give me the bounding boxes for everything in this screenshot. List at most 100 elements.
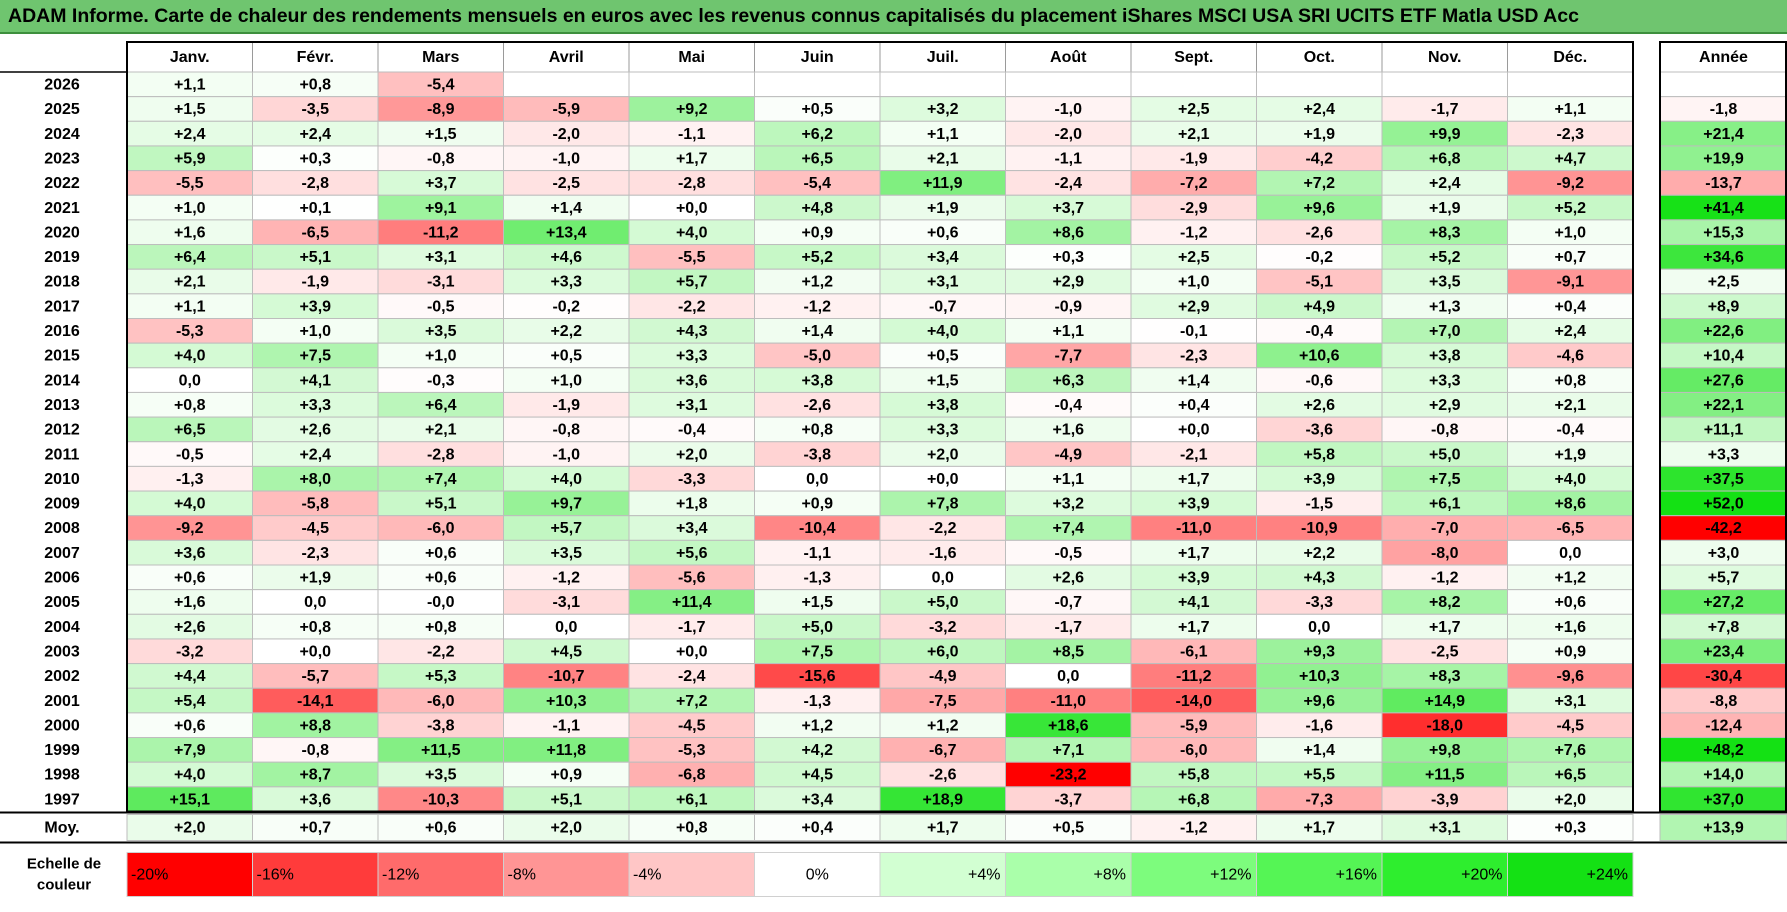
cell-value: +7,6 (1554, 742, 1586, 759)
heatmap-cell (252, 96, 379, 122)
cell-value: -0,8 (301, 742, 329, 759)
average-value: +0,8 (676, 820, 708, 837)
cell-value: -1,2 (1431, 570, 1459, 587)
scale-swatch (754, 852, 881, 897)
cell-value: -6,5 (301, 224, 329, 241)
heatmap-cell (1256, 441, 1383, 467)
cell-value: -2,4 (678, 668, 706, 685)
cell-value: +3,9 (1178, 570, 1210, 587)
heatmap-cell (754, 194, 881, 221)
cell-value: +18,9 (923, 791, 964, 808)
average-cell (879, 814, 1006, 841)
cell-value: -14,1 (297, 693, 334, 710)
heatmap-cell (879, 71, 1006, 98)
cell-value: +3,6 (174, 545, 206, 562)
year-label: 2005 (44, 594, 80, 611)
cell-value: +3,1 (425, 249, 457, 266)
heatmap-cell (879, 342, 1006, 369)
heatmap-cell (628, 342, 755, 369)
heatmap-cell (503, 219, 630, 246)
cell-value: +2,2 (550, 323, 582, 340)
annual-cell (1659, 761, 1787, 788)
heatmap-cell (1507, 786, 1634, 812)
cell-value: +4,1 (299, 372, 331, 389)
cell-value: +7,4 (1052, 520, 1084, 537)
cell-value: +7,2 (1303, 175, 1335, 192)
cell-value: -1,0 (1054, 101, 1082, 118)
cell-value: +0,9 (801, 496, 833, 513)
annual-value: +10,4 (1703, 348, 1744, 365)
heatmap-cell (503, 589, 630, 615)
cell-value: +1,0 (174, 200, 206, 217)
cell-value: -0,7 (1054, 594, 1082, 611)
column-header: Janv. (170, 49, 210, 66)
heatmap-cell (1130, 613, 1257, 640)
cell-value: +1,7 (1178, 471, 1210, 488)
column-header: Nov. (1428, 49, 1461, 66)
heatmap-cell (879, 96, 1006, 122)
cell-value: -1,3 (803, 570, 831, 587)
cell-value: -2,9 (1180, 200, 1208, 217)
cell-value: +2,9 (1052, 274, 1084, 291)
cell-value: -0,0 (427, 594, 455, 611)
scale-step-label: +20% (1461, 867, 1502, 884)
cell-value: +8,2 (1429, 594, 1461, 611)
heatmap-cell (1507, 613, 1634, 640)
cell-value: +1,7 (1178, 545, 1210, 562)
cell-value: +3,8 (1429, 348, 1461, 365)
cell-value: +1,1 (174, 77, 206, 94)
annual-cell (1659, 170, 1787, 196)
year-label: 1999 (44, 742, 80, 759)
heatmap-cell (879, 638, 1006, 665)
cell-value: +4,0 (1554, 471, 1586, 488)
cell-value: 0,0 (555, 619, 577, 636)
average-cell (1130, 814, 1257, 841)
cell-value: +0,6 (174, 570, 206, 587)
cell-value: -0,9 (1054, 298, 1082, 315)
heatmap-cell (1507, 170, 1634, 196)
cell-value: -0,4 (1305, 323, 1333, 340)
cell-value: 0,0 (1559, 545, 1581, 562)
annual-cell (1659, 786, 1787, 812)
cell-value: +5,2 (1554, 200, 1586, 217)
heatmap-cell (377, 145, 504, 172)
annual-value: -8,8 (1710, 693, 1738, 710)
cell-value: -3,6 (1305, 422, 1333, 439)
heatmap-cell (1507, 737, 1634, 763)
annual-cell (1659, 564, 1787, 591)
cell-value: +1,7 (1429, 619, 1461, 636)
annual-cell (1659, 219, 1787, 246)
column-header: Sept. (1174, 49, 1213, 66)
heatmap-cell (503, 465, 630, 492)
cell-value: +3,4 (927, 249, 959, 266)
scale-swatch (879, 852, 1006, 897)
heatmap-cell (503, 515, 630, 541)
heatmap-cell (377, 367, 504, 393)
cell-value: +3,3 (927, 422, 959, 439)
heatmap-cell (1130, 367, 1257, 393)
heatmap-cell (377, 391, 504, 418)
annual-value: +27,6 (1703, 372, 1744, 389)
cell-value: +11,8 (546, 742, 586, 759)
cell-value: 0,0 (1057, 668, 1079, 685)
cell-value: +2,1 (174, 274, 206, 291)
year-label: 2004 (44, 619, 80, 636)
cell-value: -5,7 (301, 668, 329, 685)
cell-value: +1,3 (1429, 298, 1461, 315)
annual-value: +21,4 (1703, 126, 1744, 143)
cell-value: +2,1 (425, 422, 457, 439)
cell-value: -1,1 (552, 717, 580, 734)
annual-value: +19,9 (1703, 150, 1744, 167)
cell-value: +4,3 (1303, 570, 1335, 587)
average-value: +0,3 (1554, 820, 1586, 837)
cell-value: +4,0 (174, 767, 206, 784)
cell-value: -3,8 (803, 446, 831, 463)
cell-value: +6,8 (1429, 150, 1461, 167)
cell-value: +6,2 (801, 126, 833, 143)
cell-value: +10,3 (1299, 668, 1340, 685)
cell-value: +9,6 (1303, 200, 1335, 217)
heatmap-cell (126, 268, 253, 295)
year-label: 2013 (44, 397, 80, 414)
cell-value: +1,9 (927, 200, 959, 217)
cell-value: +1,6 (1052, 422, 1084, 439)
